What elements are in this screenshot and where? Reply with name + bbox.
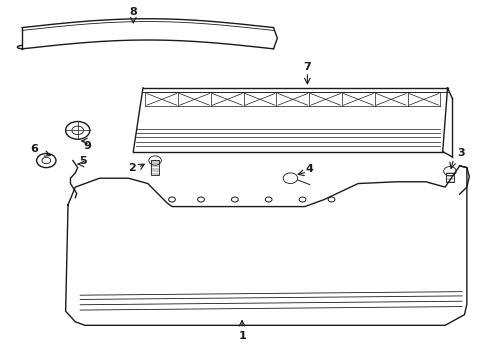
Text: 4: 4	[305, 164, 313, 174]
Text: 9: 9	[83, 141, 91, 151]
Text: 8: 8	[129, 6, 137, 17]
Bar	[445, 173, 453, 183]
Text: 5: 5	[79, 156, 86, 166]
Text: 7: 7	[303, 62, 310, 72]
Text: 6: 6	[30, 144, 38, 154]
Text: 2: 2	[128, 163, 136, 172]
Text: 1: 1	[238, 331, 245, 341]
Text: 3: 3	[456, 148, 464, 158]
Bar	[151, 160, 159, 175]
